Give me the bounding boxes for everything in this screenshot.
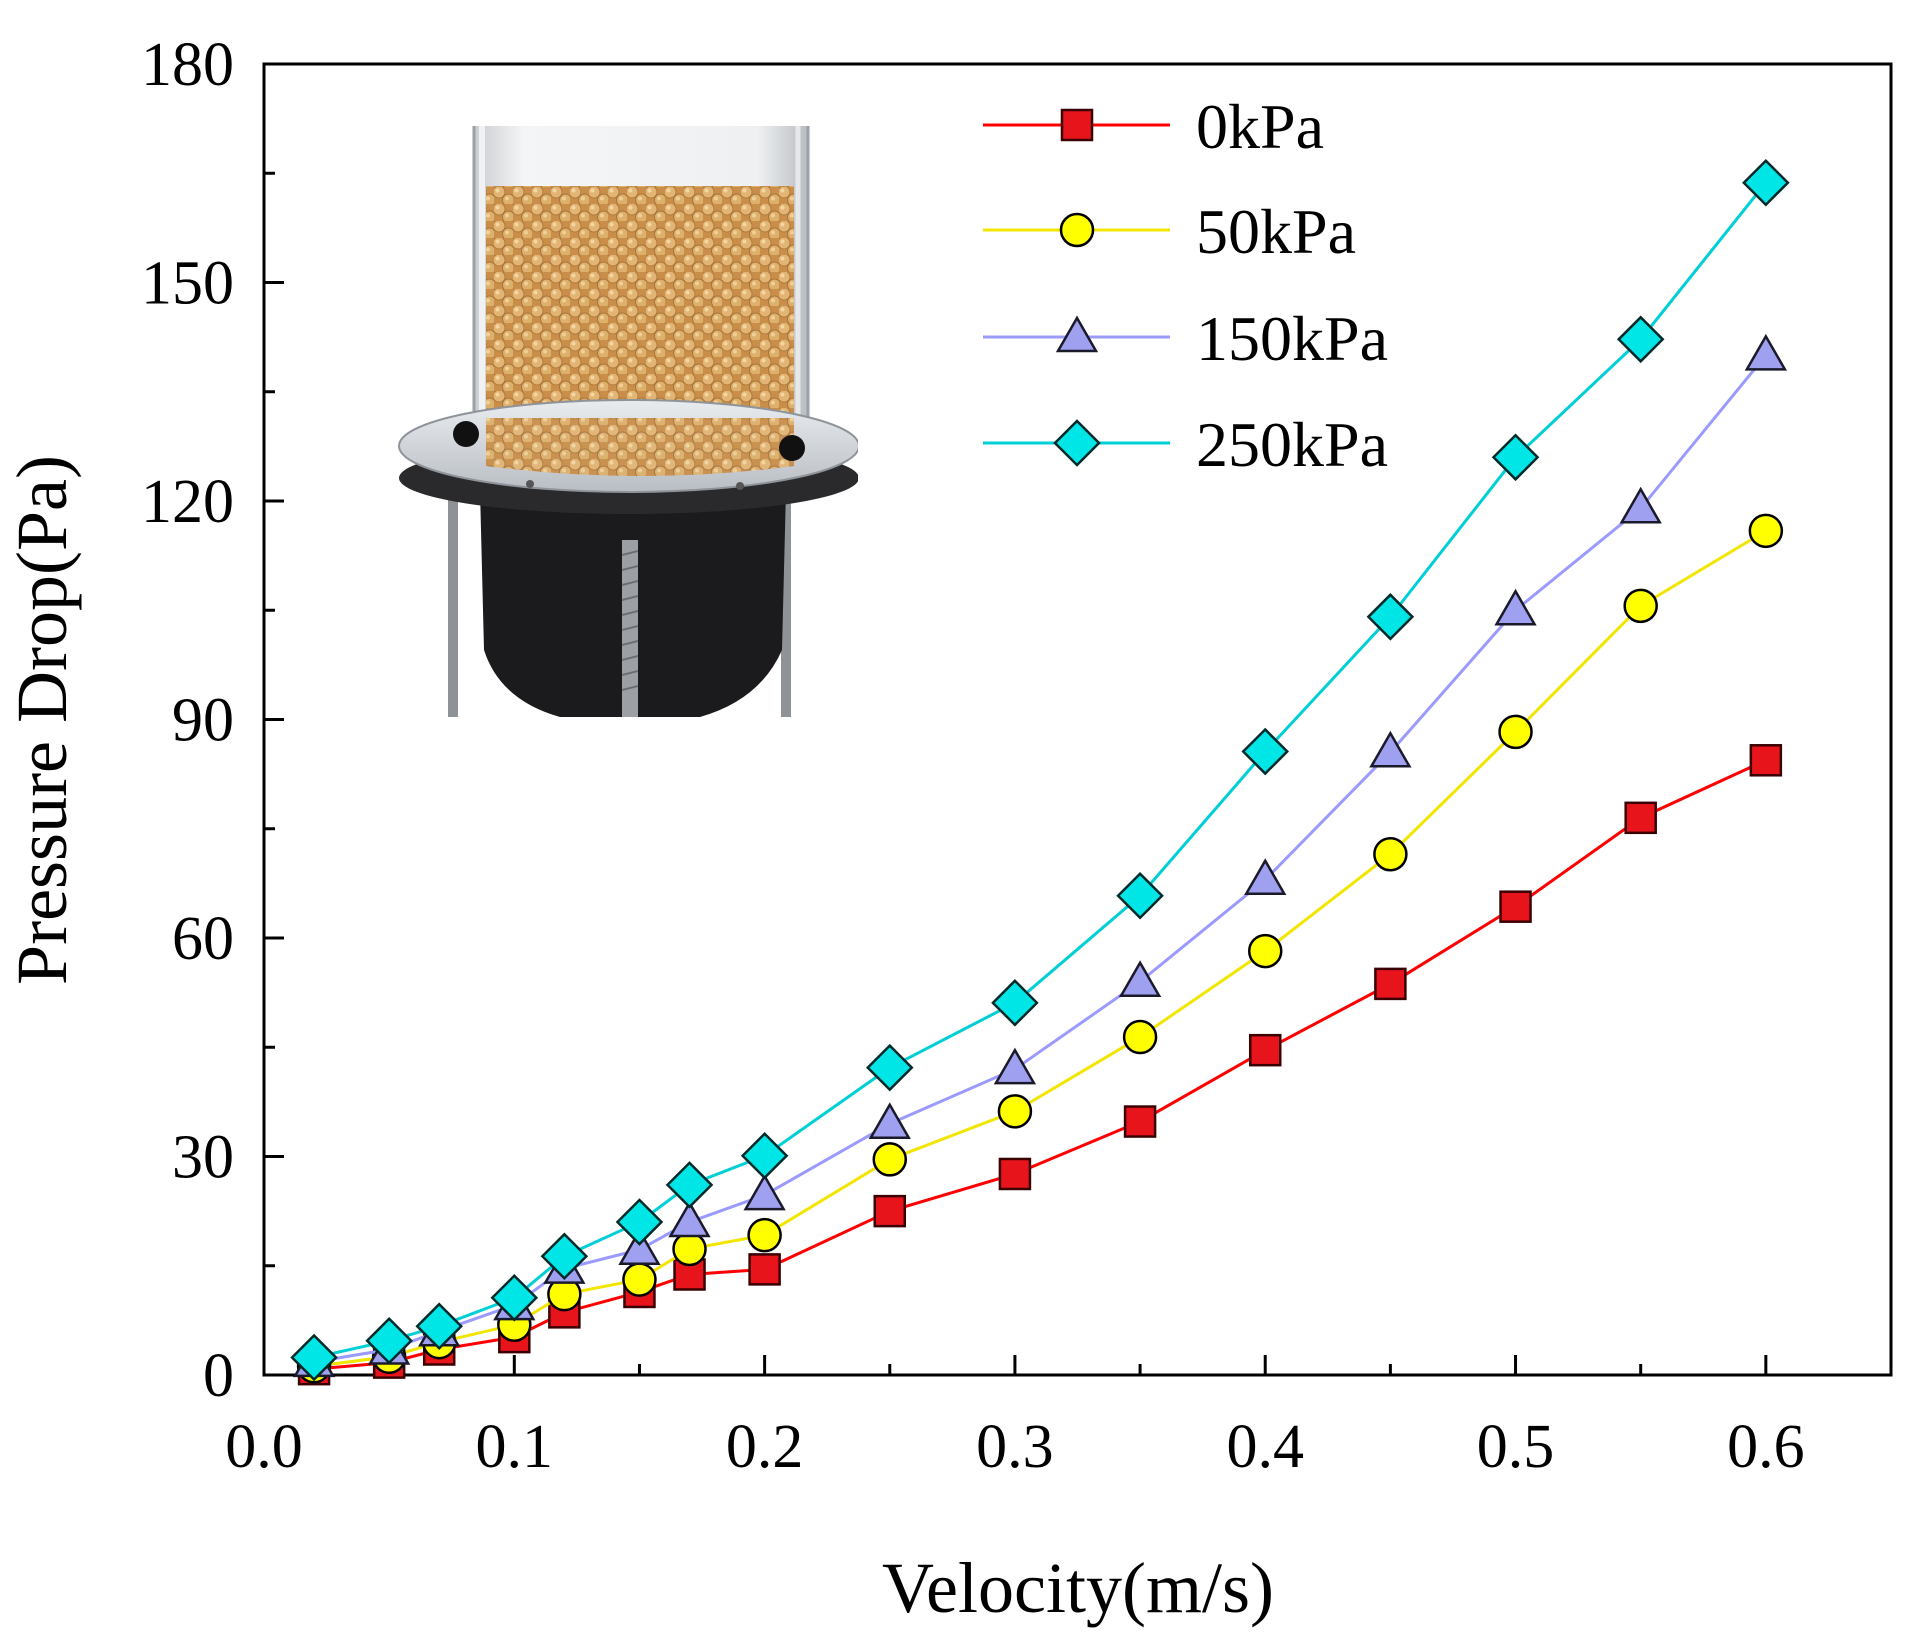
legend-entry-0kPa: 0kPa — [983, 91, 1324, 162]
legend-marker-diamond — [1053, 419, 1101, 467]
marker-0kPa-0.2 — [748, 1253, 781, 1286]
series-line-50kPa — [313, 529, 1767, 1368]
x-tick-label: 0.4 — [1226, 1413, 1304, 1481]
x-tick-label: 0.6 — [1727, 1413, 1805, 1481]
series-line-0kPa — [313, 758, 1767, 1371]
marker-0kPa-0.35 — [1123, 1105, 1157, 1138]
marker-150kPa-0.15 — [618, 1228, 661, 1265]
legend-entry-50kPa: 50kPa — [983, 196, 1356, 267]
y-tick-label: 120 — [141, 468, 234, 536]
marker-250kPa-0.1 — [490, 1274, 539, 1322]
marker-150kPa-0.45 — [1369, 730, 1412, 768]
x-tick-label: 0.0 — [225, 1413, 303, 1481]
legend: 0kPa 50kPa 150kPa 250kPa — [983, 91, 1388, 480]
marker-250kPa-0.45 — [1366, 593, 1415, 641]
marker-0kPa-0.3 — [998, 1157, 1032, 1191]
marker-250kPa-0.02 — [290, 1333, 338, 1382]
x-axis-title: Velocity(m/s) — [882, 1548, 1274, 1628]
marker-0kPa-0.6 — [1749, 744, 1783, 777]
legend-entry-150kPa: 150kPa — [983, 303, 1388, 374]
marker-50kPa-0.6 — [1748, 513, 1784, 549]
marker-150kPa-0.4 — [1244, 858, 1287, 895]
marker-50kPa-0.3 — [997, 1094, 1033, 1129]
marker-50kPa-0.55 — [1623, 588, 1658, 624]
marker-250kPa-0.17 — [665, 1161, 714, 1209]
inset-photo — [398, 126, 858, 717]
x-tick-label: 0.3 — [976, 1413, 1054, 1481]
series-line-250kPa — [313, 181, 1768, 1359]
marker-250kPa-0.4 — [1241, 727, 1289, 776]
y-axis-title: Pressure Drop(Pa) — [2, 455, 82, 985]
marker-150kPa-0.35 — [1118, 960, 1162, 997]
marker-0kPa-0.25 — [873, 1194, 907, 1228]
legend-marker-circle — [1059, 212, 1095, 248]
marker-50kPa-0.2 — [747, 1217, 782, 1253]
marker-250kPa-0.35 — [1116, 871, 1164, 920]
axes-layer: 0.0 0.1 0.2 0.3 0.4 0.5 0.6 0 30 60 90 120 150 180 — [141, 31, 1893, 1481]
marker-50kPa-0.45 — [1373, 836, 1408, 872]
marker-150kPa-0.3 — [993, 1047, 1037, 1085]
marker-250kPa-0.2 — [740, 1132, 789, 1180]
marker-250kPa-0.55 — [1616, 315, 1665, 364]
legend-label: 150kPa — [1196, 303, 1388, 374]
marker-250kPa-0.05 — [365, 1317, 413, 1365]
marker-50kPa-0.5 — [1498, 714, 1533, 750]
y-tick-label: 30 — [172, 1124, 234, 1192]
bolt-left — [453, 421, 479, 447]
marker-50kPa-0.25 — [872, 1142, 908, 1177]
marker-150kPa-0.2 — [743, 1173, 786, 1211]
legend-marker-square — [1060, 108, 1094, 142]
y-tick-label: 180 — [141, 31, 234, 99]
marker-50kPa-0.17 — [672, 1231, 707, 1267]
support-rod-left — [448, 490, 458, 717]
y-tick-label: 60 — [172, 905, 234, 973]
marker-0kPa-0.5 — [1499, 890, 1532, 923]
x-tick-label: 0.1 — [476, 1413, 554, 1481]
y-tick-label: 150 — [141, 250, 234, 318]
marker-150kPa-0.17 — [668, 1200, 711, 1238]
series-line-150kPa — [313, 354, 1768, 1364]
legend-label: 50kPa — [1196, 196, 1356, 267]
y-tick-label: 0 — [203, 1342, 234, 1410]
marker-50kPa-0.15 — [622, 1262, 657, 1297]
marker-0kPa-0.45 — [1374, 967, 1407, 1001]
series-250kPa — [290, 158, 1790, 1382]
marker-50kPa-0.4 — [1247, 933, 1283, 969]
marker-150kPa-0.6 — [1744, 333, 1788, 371]
y-tick-label: 90 — [172, 687, 234, 755]
marker-150kPa-0.5 — [1494, 588, 1537, 626]
marker-250kPa-0.12 — [540, 1232, 589, 1281]
marker-150kPa-0.25 — [868, 1102, 911, 1139]
marker-0kPa-0.4 — [1248, 1033, 1282, 1067]
marker-50kPa-0.35 — [1122, 1019, 1158, 1055]
marker-250kPa-0.6 — [1742, 158, 1790, 207]
marker-250kPa-0.3 — [991, 979, 1039, 1027]
series-layer — [290, 158, 1790, 1386]
marker-250kPa-0.25 — [866, 1043, 914, 1092]
x-tick-label: 0.5 — [1477, 1413, 1555, 1481]
legend-label: 0kPa — [1196, 91, 1324, 162]
marker-250kPa-0.07 — [415, 1302, 463, 1350]
support-rod-right — [781, 490, 791, 717]
marker-150kPa-0.55 — [1619, 486, 1662, 524]
legend-label: 250kPa — [1196, 409, 1388, 480]
marker-250kPa-0.15 — [615, 1198, 664, 1246]
marker-250kPa-0.5 — [1491, 433, 1540, 482]
bolt-right — [779, 435, 805, 461]
marker-0kPa-0.55 — [1624, 801, 1657, 835]
x-tick-label: 0.2 — [726, 1413, 804, 1481]
legend-marker-triangle — [1055, 315, 1099, 353]
legend-entry-250kPa: 250kPa — [983, 409, 1388, 480]
